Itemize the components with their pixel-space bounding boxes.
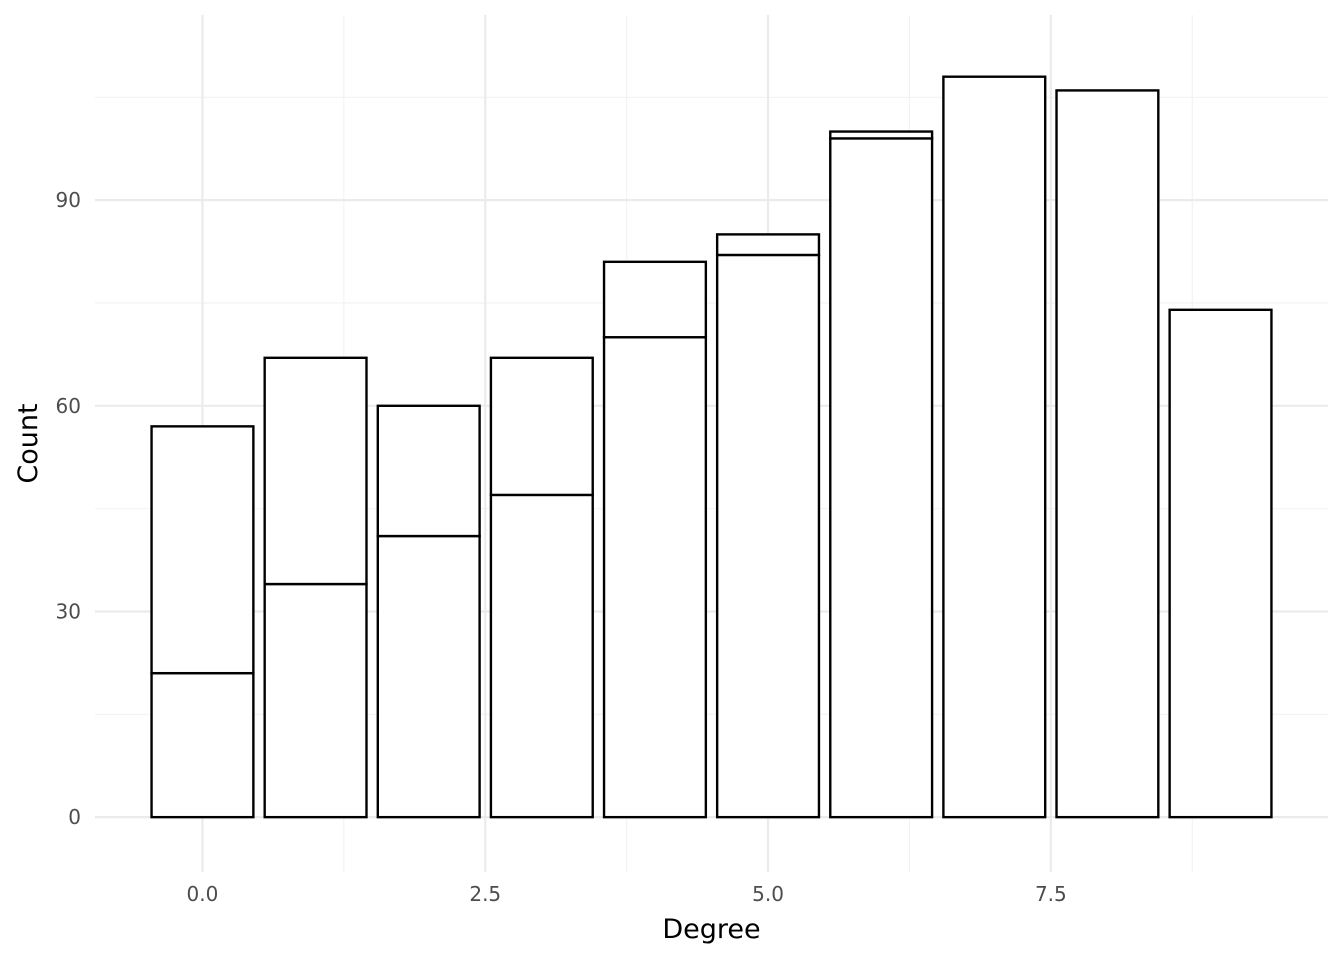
bar-segment-1-s1 (263, 356, 368, 586)
bar-segment-0-s0 (150, 671, 255, 819)
y-tick-label: 30 (56, 599, 81, 623)
bar-segment-0-s1 (150, 425, 255, 675)
y-axis-title: Count (13, 403, 44, 483)
bar-segment-7-s0 (942, 75, 1047, 819)
y-tick-label: 0 (68, 805, 81, 829)
bar-segment-4-s0 (602, 336, 708, 819)
x-tick-label: 2.5 (469, 882, 501, 906)
bar-segment-3-s0 (489, 493, 594, 819)
x-tick-label: 0.0 (187, 882, 219, 906)
bars (150, 75, 1273, 819)
x-axis-title: Degree (662, 914, 760, 945)
y-tick-label: 90 (56, 188, 81, 212)
bar-segment-2-s0 (376, 534, 481, 819)
bar-segment-5-s1 (715, 233, 821, 257)
bar-segment-6-s0 (829, 137, 934, 819)
bar-segment-8-s0 (1055, 89, 1160, 819)
bar-segment-5-s0 (715, 253, 821, 819)
bar-segment-6-s1 (829, 130, 934, 140)
tick-labels: 0.0 2.5 5.0 7.5 0 30 60 90 (56, 188, 1067, 906)
x-tick-label: 7.5 (1035, 882, 1067, 906)
y-tick-label: 60 (56, 394, 81, 418)
x-tick-label: 5.0 (752, 882, 784, 906)
bar-segment-4-s1 (602, 260, 708, 339)
bar-segment-1-s0 (263, 582, 368, 819)
bar-segment-3-s1 (489, 356, 594, 497)
bar-segment-2-s1 (376, 404, 481, 538)
bar-segment-9-s0 (1168, 308, 1273, 819)
